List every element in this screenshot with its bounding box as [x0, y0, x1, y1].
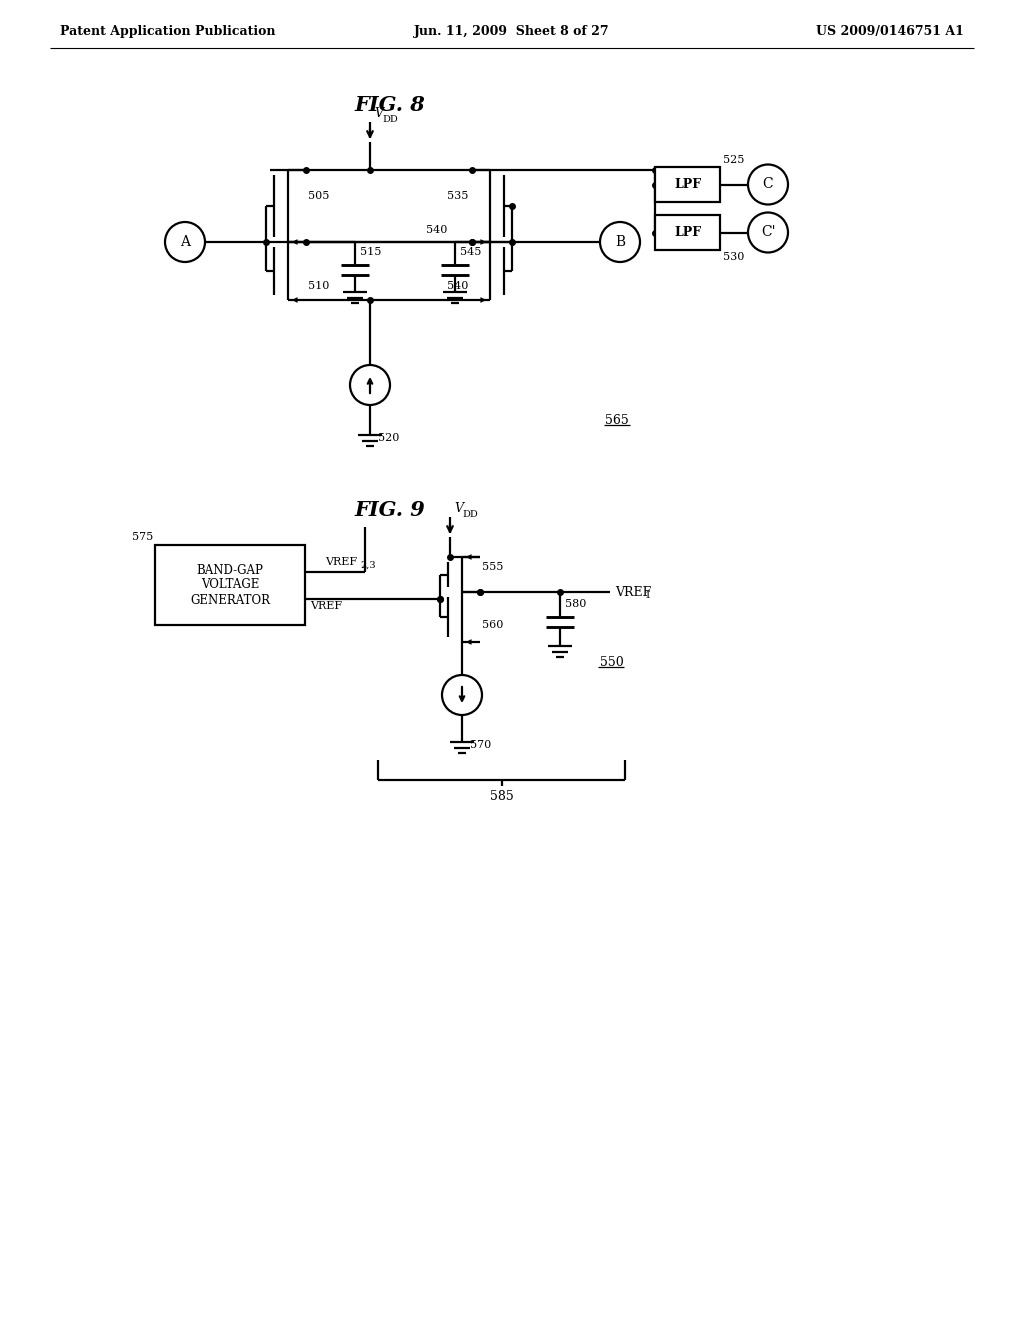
Text: 540: 540	[426, 224, 447, 235]
Text: 520: 520	[378, 433, 399, 444]
Text: 2,3: 2,3	[360, 561, 376, 570]
Text: 535: 535	[446, 191, 468, 201]
Text: 560: 560	[482, 620, 504, 630]
Text: 530: 530	[723, 252, 744, 261]
Text: LPF: LPF	[674, 178, 701, 191]
Text: 1: 1	[645, 591, 651, 601]
Text: 575: 575	[132, 532, 153, 543]
Text: V: V	[454, 502, 463, 515]
Text: Patent Application Publication: Patent Application Publication	[60, 25, 275, 38]
Text: 510: 510	[308, 281, 330, 290]
Text: Jun. 11, 2009  Sheet 8 of 27: Jun. 11, 2009 Sheet 8 of 27	[414, 25, 610, 38]
Text: 515: 515	[360, 247, 381, 257]
Text: 505: 505	[308, 191, 330, 201]
Circle shape	[165, 222, 205, 261]
Text: 570: 570	[470, 741, 492, 750]
Text: DD: DD	[462, 510, 478, 519]
Text: FIG. 8: FIG. 8	[354, 95, 425, 115]
Text: B: B	[615, 235, 625, 249]
Text: 565: 565	[605, 413, 629, 426]
Circle shape	[600, 222, 640, 261]
Bar	[155, 545, 305, 624]
Text: BAND-GAP
VOLTAGE
GENERATOR: BAND-GAP VOLTAGE GENERATOR	[190, 564, 270, 606]
Bar	[655, 215, 720, 249]
Text: 545: 545	[460, 247, 481, 257]
Text: 555: 555	[482, 562, 504, 572]
Circle shape	[350, 366, 390, 405]
Text: VREF: VREF	[310, 601, 342, 611]
Text: LPF: LPF	[674, 226, 701, 239]
Text: VREF: VREF	[325, 557, 357, 568]
Text: 540: 540	[446, 281, 468, 290]
Text: V: V	[374, 107, 383, 120]
Text: C': C'	[761, 226, 775, 239]
Circle shape	[442, 675, 482, 715]
Text: FIG. 9: FIG. 9	[354, 500, 425, 520]
Circle shape	[748, 165, 788, 205]
Text: 550: 550	[600, 656, 624, 668]
Bar	[655, 168, 720, 202]
Text: C: C	[763, 177, 773, 191]
Text: A: A	[180, 235, 190, 249]
Text: 580: 580	[565, 599, 587, 609]
Text: 585: 585	[489, 789, 513, 803]
Circle shape	[748, 213, 788, 252]
Text: 525: 525	[723, 154, 744, 165]
Text: DD: DD	[382, 115, 397, 124]
Text: VREF: VREF	[615, 586, 651, 598]
Text: US 2009/0146751 A1: US 2009/0146751 A1	[816, 25, 964, 38]
